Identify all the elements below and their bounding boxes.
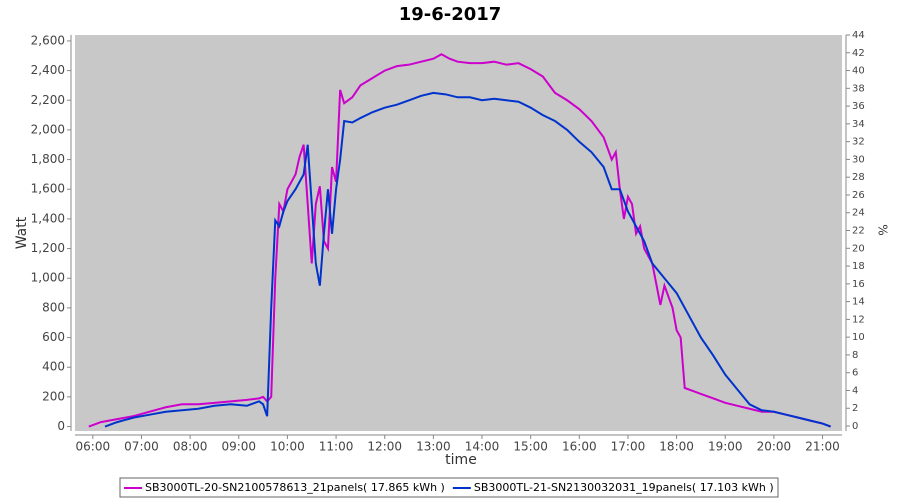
x-tick-label: 13:00 xyxy=(416,440,451,454)
y2-tick-label: 0 xyxy=(852,421,858,432)
x-axis-title: time xyxy=(445,452,477,468)
y2-tick-label: 26 xyxy=(852,190,865,201)
y2-tick-label: 10 xyxy=(852,332,865,343)
y-tick-label: 600 xyxy=(42,330,65,344)
x-tick-label: 14:00 xyxy=(465,440,500,454)
x-tick-label: 16:00 xyxy=(562,440,597,454)
y2-tick-label: 24 xyxy=(852,208,865,219)
x-tick-label: 17:00 xyxy=(611,440,646,454)
x-tick-label: 12:00 xyxy=(367,440,402,454)
chart-title: 19-6-2017 xyxy=(399,4,502,25)
y-tick-label: 2,600 xyxy=(31,33,65,47)
y-tick-label: 800 xyxy=(42,300,65,314)
y2-tick-label: 18 xyxy=(852,261,865,272)
x-tick-label: 06:00 xyxy=(76,440,111,454)
y2-tick-label: 6 xyxy=(852,368,858,379)
y-tick-label: 200 xyxy=(42,389,65,403)
x-tick-label: 18:00 xyxy=(659,440,694,454)
y2-tick-label: 2 xyxy=(852,403,858,414)
y-tick-label: 2,000 xyxy=(31,122,65,136)
plot-area xyxy=(75,35,842,431)
legend-label: SB3000TL-20-SN2100578613_21panels( 17.86… xyxy=(145,481,445,494)
y2-tick-label: 44 xyxy=(852,30,865,41)
x-tick-label: 08:00 xyxy=(173,440,208,454)
y-tick-label: 1,400 xyxy=(31,211,65,225)
x-tick-label: 20:00 xyxy=(757,440,792,454)
y-tick-label: 1,600 xyxy=(31,182,65,196)
y-tick-label: 0 xyxy=(57,419,65,433)
x-tick-label: 19:00 xyxy=(708,440,743,454)
x-tick-label: 15:00 xyxy=(513,440,548,454)
y-tick-label: 1,800 xyxy=(31,152,65,166)
y-axis-title: Watt xyxy=(14,216,30,249)
y-tick-label: 1,000 xyxy=(31,271,65,285)
x-tick-label: 10:00 xyxy=(270,440,305,454)
y2-tick-label: 8 xyxy=(852,350,858,361)
legend xyxy=(119,477,779,498)
x-tick-label: 09:00 xyxy=(221,440,256,454)
y2-tick-label: 28 xyxy=(852,172,865,183)
y2-tick-label: 22 xyxy=(852,226,865,237)
series-line xyxy=(104,91,831,428)
legend-label: SB3000TL-21-SN2130032031_19panels( 17.10… xyxy=(474,481,774,494)
y-tick-label: 2,200 xyxy=(31,93,65,107)
x-tick-label: 11:00 xyxy=(319,440,354,454)
y2-tick-label: 14 xyxy=(852,297,865,308)
y2-tick-label: 20 xyxy=(852,243,865,254)
y2-tick-label: 16 xyxy=(852,279,865,290)
y-tick-label: 400 xyxy=(42,360,65,374)
y-tick-label: 1,200 xyxy=(31,241,65,255)
x-tick-label: 07:00 xyxy=(124,440,159,454)
y2-tick-label: 38 xyxy=(852,83,865,94)
y2-tick-label: 32 xyxy=(852,137,865,148)
y2-tick-label: 36 xyxy=(852,101,865,112)
y2-tick-label: 40 xyxy=(852,66,865,77)
y2-tick-label: 34 xyxy=(852,119,865,130)
y2-axis-title: % xyxy=(876,224,890,235)
y2-tick-label: 42 xyxy=(852,48,865,59)
y2-tick-label: 4 xyxy=(852,385,858,396)
series-line xyxy=(88,53,831,428)
y-tick-label: 2,400 xyxy=(31,63,65,77)
y2-tick-label: 30 xyxy=(852,154,865,165)
y2-tick-label: 12 xyxy=(852,314,865,325)
x-tick-label: 21:00 xyxy=(805,440,840,454)
